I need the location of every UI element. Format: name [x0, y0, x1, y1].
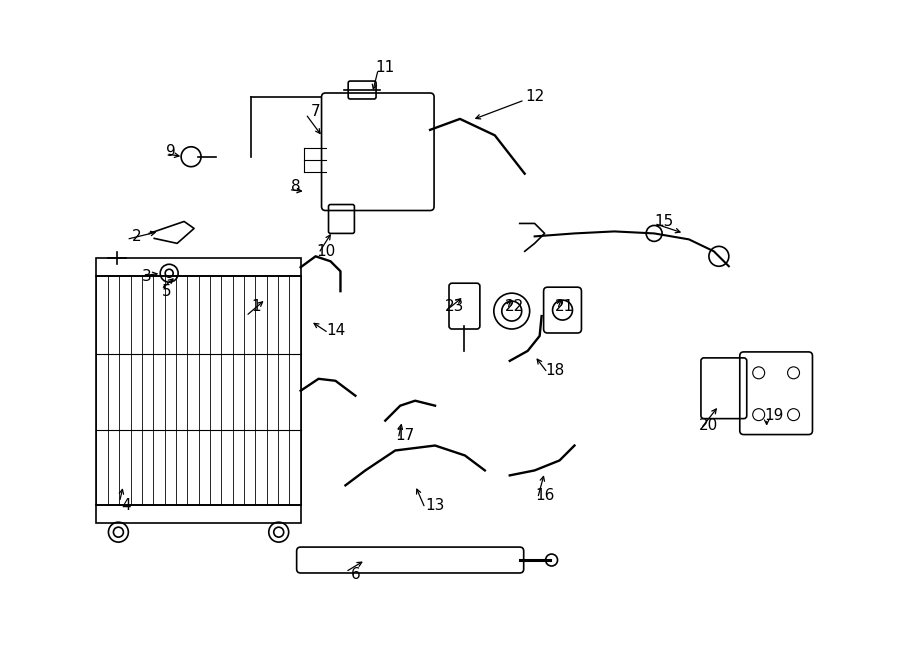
Text: 22: 22: [505, 299, 525, 313]
Text: 3: 3: [141, 269, 151, 284]
Text: 2: 2: [131, 229, 141, 244]
Text: 12: 12: [525, 89, 544, 104]
Text: 18: 18: [544, 364, 564, 378]
Text: 16: 16: [535, 488, 554, 503]
Text: 23: 23: [446, 299, 464, 313]
Text: 21: 21: [555, 299, 574, 313]
Text: 20: 20: [699, 418, 718, 433]
Text: 19: 19: [764, 408, 783, 423]
Text: 5: 5: [161, 284, 171, 299]
Circle shape: [545, 554, 557, 566]
Bar: [96, 258, 301, 276]
Text: 8: 8: [291, 179, 301, 194]
Text: 14: 14: [326, 323, 345, 338]
Text: 7: 7: [310, 104, 320, 120]
Text: 1: 1: [251, 299, 261, 313]
Bar: [96, 276, 301, 505]
Text: 15: 15: [654, 214, 674, 229]
Text: 9: 9: [166, 144, 176, 159]
Text: 6: 6: [350, 567, 360, 582]
Text: 13: 13: [426, 498, 445, 513]
Text: 10: 10: [316, 244, 335, 259]
Text: 17: 17: [396, 428, 415, 443]
Text: 11: 11: [375, 59, 395, 75]
Bar: [96, 505, 301, 524]
Text: 4: 4: [122, 498, 131, 513]
